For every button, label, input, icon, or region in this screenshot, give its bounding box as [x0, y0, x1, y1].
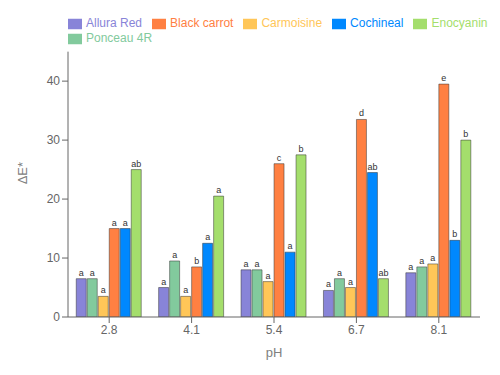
html-text:Enocyanin: Enocyanin: [431, 16, 488, 30]
svg-text:a: a: [244, 259, 249, 269]
svg-text:8.1: 8.1: [430, 323, 447, 337]
svg-text:a: a: [123, 218, 128, 228]
html-text:Carmoisine: Carmoisine: [261, 16, 323, 30]
svg-text:a: a: [266, 271, 271, 281]
svg-text:a: a: [326, 279, 331, 289]
svg-text:a: a: [430, 253, 435, 263]
svg-text:b: b: [452, 229, 457, 239]
svg-text:5.4: 5.4: [266, 323, 283, 337]
svg-text:a: a: [419, 256, 424, 266]
svg-text:c: c: [277, 153, 282, 163]
html-text:Cochineal: Cochineal: [350, 16, 404, 30]
svg-text:e: e: [441, 73, 446, 83]
html-text:Allura Red: Allura Red: [86, 16, 142, 30]
svg-text:ab: ab: [378, 268, 388, 278]
svg-text:a: a: [90, 268, 95, 278]
svg-text:a: a: [79, 268, 84, 278]
svg-text:0: 0: [53, 310, 60, 324]
svg-text:6.7: 6.7: [348, 323, 365, 337]
svg-text:2.8: 2.8: [101, 323, 118, 337]
svg-text:d: d: [359, 108, 364, 118]
svg-text:b: b: [463, 129, 468, 139]
svg-text:10: 10: [47, 251, 61, 265]
svg-text:ab: ab: [367, 162, 377, 172]
svg-text:b: b: [194, 256, 199, 266]
html-text:Ponceau 4R: Ponceau 4R: [86, 30, 152, 45]
svg-text:a: a: [205, 232, 210, 242]
svg-text:a: a: [172, 250, 177, 260]
svg-text:ΔE*: ΔE*: [15, 162, 30, 184]
svg-text:a: a: [337, 268, 342, 278]
svg-text:b: b: [299, 144, 304, 154]
svg-text:20: 20: [47, 192, 61, 206]
svg-text:a: a: [216, 185, 221, 195]
svg-text:a: a: [183, 285, 188, 295]
svg-text:4.1: 4.1: [183, 323, 200, 337]
svg-text:a: a: [255, 259, 260, 269]
svg-text:pH: pH: [266, 345, 283, 360]
svg-text:a: a: [101, 285, 106, 295]
svg-text:ab: ab: [131, 159, 141, 169]
svg-text:a: a: [112, 218, 117, 228]
html-text:Black carrot: Black carrot: [170, 16, 234, 30]
svg-text:a: a: [288, 241, 293, 251]
svg-text:30: 30: [47, 133, 61, 147]
svg-text:a: a: [408, 262, 413, 272]
svg-text:a: a: [161, 277, 166, 287]
svg-text:a: a: [348, 277, 353, 287]
svg-text:40: 40: [47, 74, 61, 88]
